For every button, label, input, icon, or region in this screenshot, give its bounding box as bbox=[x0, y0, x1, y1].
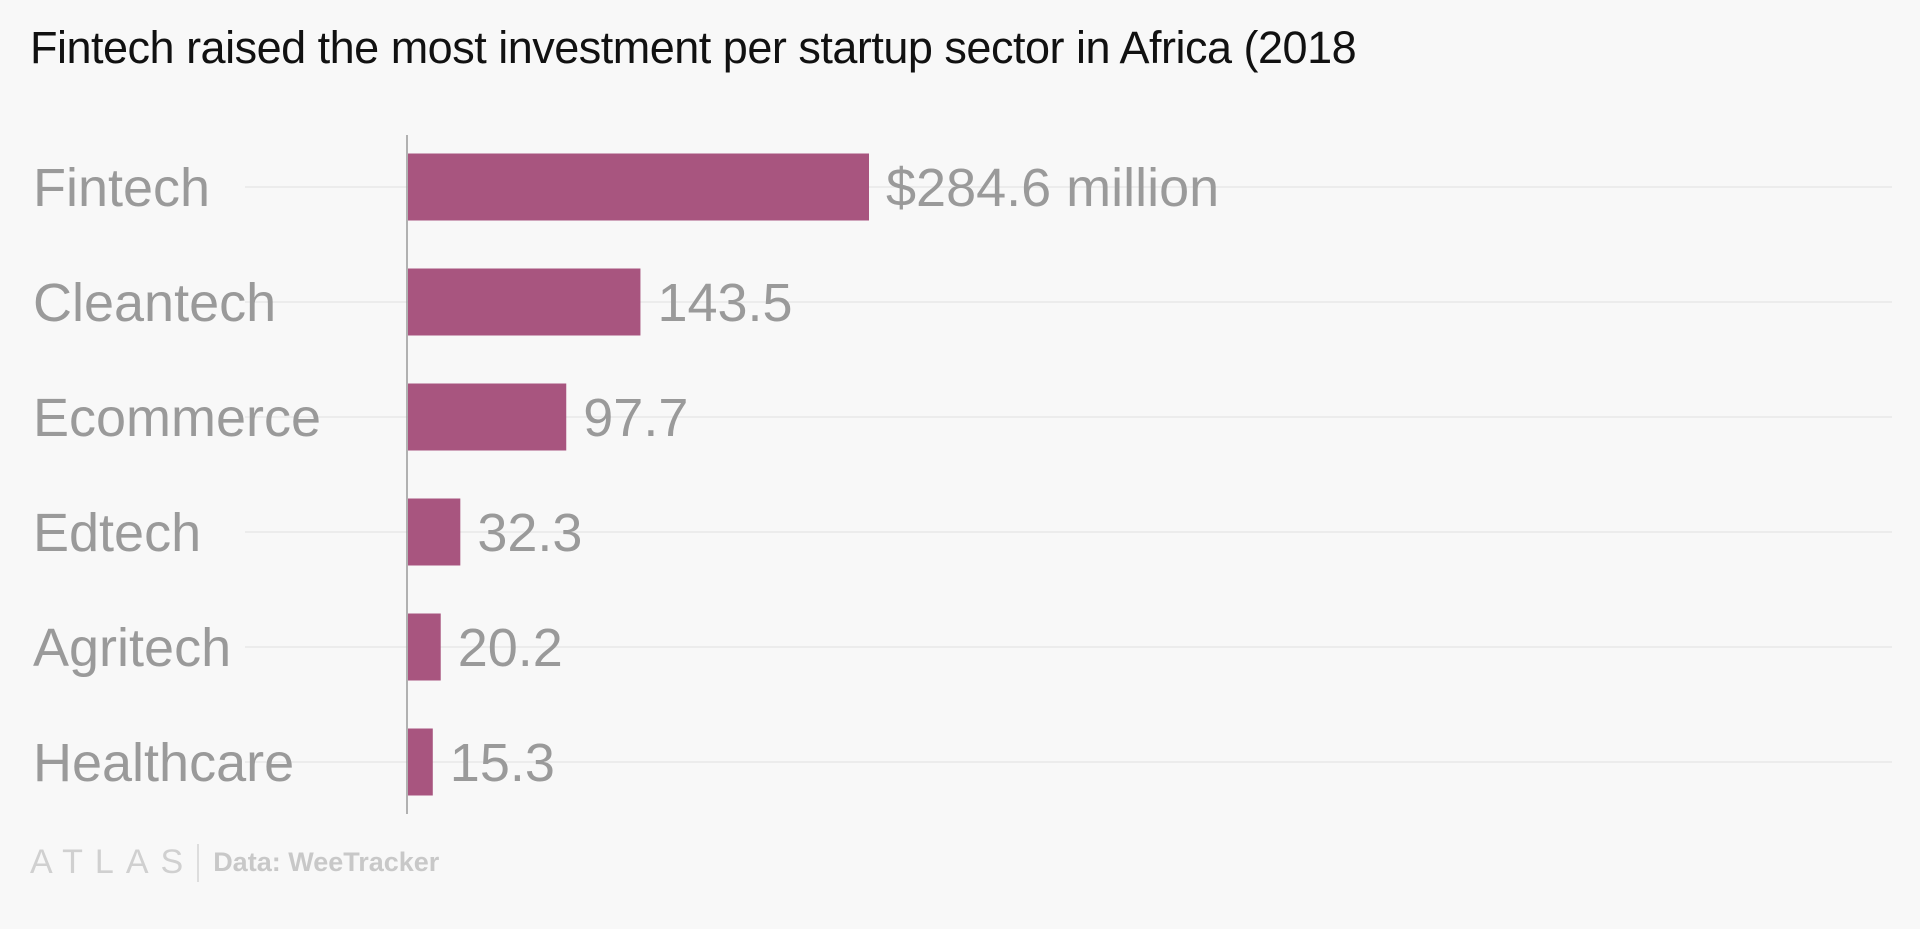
footer-divider bbox=[197, 843, 200, 882]
bar-fintech bbox=[408, 153, 869, 221]
data-label: $284.6 million bbox=[886, 158, 1219, 218]
bar-agritech bbox=[408, 613, 441, 681]
data-label: 32.3 bbox=[477, 503, 582, 563]
bar-cleantech bbox=[408, 268, 641, 336]
data-label: 20.2 bbox=[458, 618, 563, 678]
data-label: 15.3 bbox=[450, 733, 555, 793]
atlas-logo: ATLAS bbox=[30, 843, 196, 881]
category-label: Agritech bbox=[33, 618, 231, 678]
data-label: 143.5 bbox=[657, 273, 792, 333]
category-label: Edtech bbox=[33, 503, 201, 563]
category-label: Healthcare bbox=[33, 733, 294, 793]
data-label: 97.7 bbox=[583, 388, 688, 448]
category-label: Ecommerce bbox=[33, 388, 321, 448]
bar-healthcare bbox=[408, 728, 433, 796]
chart-title: Fintech raised the most investment per s… bbox=[30, 22, 1357, 73]
footer: ATLAS Data: WeeTracker bbox=[30, 843, 439, 882]
source-note: Data: WeeTracker bbox=[213, 847, 440, 877]
bar-ecommerce bbox=[408, 383, 567, 451]
bar-edtech bbox=[408, 498, 461, 566]
category-label: Cleantech bbox=[33, 273, 276, 333]
category-label: Fintech bbox=[33, 158, 210, 218]
